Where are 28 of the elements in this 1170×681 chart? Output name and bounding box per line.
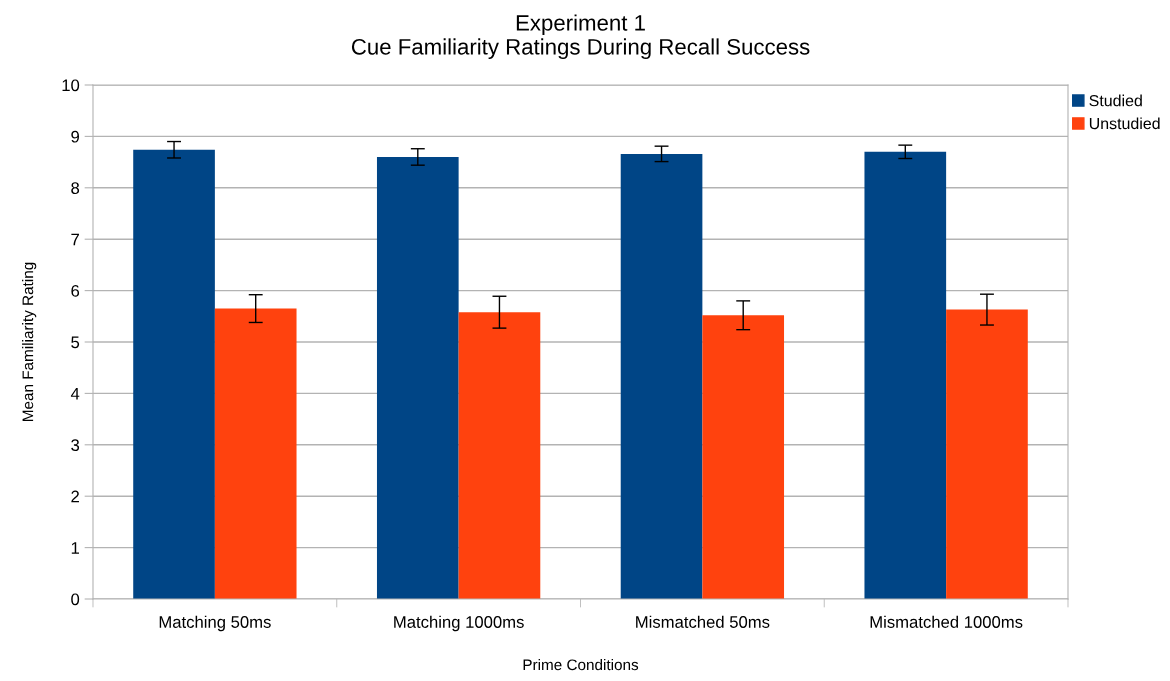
y-tick-label: 3 [71,439,80,451]
y-tick-label: 10 [62,79,80,92]
y-tick-label: 0 [71,593,80,606]
y-tick-label: 2 [71,490,79,503]
bar [702,315,785,599]
y-tick-label: 8 [71,182,80,194]
bar [458,312,541,599]
x-axis-title: Prime Conditions [523,658,639,671]
y-tick-label: 6 [71,285,80,297]
x-tick-label: Matching 1000ms [394,615,524,632]
legend-label: Studied [1089,94,1142,107]
y-tick-label: 5 [71,336,80,349]
chart-title: Experiment 1 Cue Familiarity Ratings During Recall Success [351,14,810,60]
y-tick-label: 7 [71,233,79,246]
bar [214,308,297,599]
x-tick-label: Mismatched 50ms [636,615,770,628]
y-tick-label: 9 [71,130,80,143]
bar [620,153,703,599]
x-tick-label: Matching 50ms [159,615,271,632]
bar [133,149,215,599]
x-tick-label: Mismatched 1000ms [870,615,1023,628]
bar [376,156,459,599]
y-tick-label: 1 [71,542,79,554]
bar [946,309,1028,599]
legend-label: Unstudied [1089,117,1160,130]
y-tick-label: 4 [70,387,80,400]
bar [864,151,947,599]
y-axis-title: Mean Familiarity Rating [22,262,37,421]
